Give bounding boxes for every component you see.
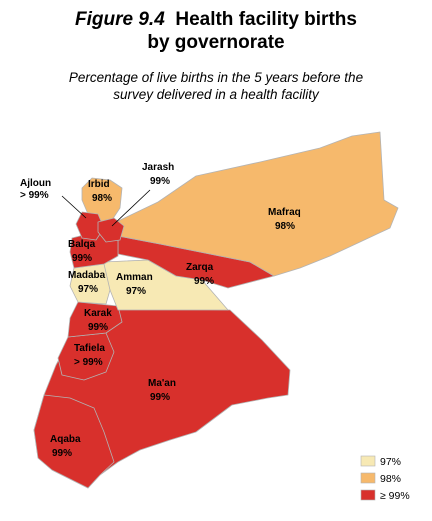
label-amman-value: 97% (126, 286, 146, 297)
label-mafraq-value: 98% (275, 221, 295, 232)
legend-label-98: 98% (380, 473, 401, 485)
figure-title: Figure 9.4 Health facility births by gov… (0, 8, 432, 54)
label-jarash-value: 99% (150, 176, 170, 187)
legend-label-99: ≥ 99% (380, 490, 410, 502)
subtitle-line2: survey delivered in a health facility (113, 87, 319, 102)
jarash-leader-line (111, 189, 151, 227)
ajloun-leader-line (61, 195, 87, 219)
label-maan-name: Ma'an (148, 378, 176, 389)
region-jarash (97, 217, 125, 243)
label-mafraq-name: Mafraq (268, 207, 301, 218)
legend-label-97: 97% (380, 456, 401, 468)
legend-swatch-99 (360, 489, 376, 501)
region-aqaba (33, 394, 115, 489)
figure-subtitle: Percentage of live births in the 5 years… (0, 69, 432, 103)
label-jarash-name: Jarash (142, 162, 174, 173)
label-ajloun-value: > 99% (20, 190, 49, 201)
label-amman-name: Amman (116, 272, 153, 283)
label-ajloun-name: Ajloun (20, 178, 51, 189)
label-maan-value: 99% (150, 392, 170, 403)
region-tafiela (57, 332, 115, 381)
label-balqa-name: Balqa (68, 239, 96, 250)
legend: 97% 98% ≥ 99% (360, 455, 410, 502)
label-karak-value: 99% (88, 322, 108, 333)
label-zarqa-name: Zarqa (186, 262, 214, 273)
label-madaba-name: Madaba (68, 270, 106, 281)
label-irbid-name: Irbid (88, 179, 110, 190)
region-irbid (81, 177, 123, 223)
region-mafraq (115, 131, 399, 277)
subtitle-line1: Percentage of live births in the 5 years… (68, 70, 364, 85)
figure-title-line1: Health facility births (175, 9, 357, 30)
label-aqaba-name: Aqaba (50, 434, 81, 445)
label-zarqa-value: 99% (194, 276, 214, 287)
label-tafiela-value: > 99% (74, 357, 103, 368)
figure-title-line2: by governorate (147, 32, 285, 53)
region-ajloun (75, 211, 105, 241)
legend-swatch-98 (360, 472, 376, 484)
label-irbid-value: 98% (92, 193, 112, 204)
label-tafiela-name: Tafiela (74, 343, 105, 354)
label-balqa-value: 99% (72, 253, 92, 264)
legend-swatch-97 (360, 455, 376, 467)
label-aqaba-value: 99% (52, 448, 72, 459)
figure-number: Figure 9.4 (75, 9, 165, 30)
label-madaba-value: 97% (78, 284, 98, 295)
label-karak-name: Karak (84, 308, 112, 319)
